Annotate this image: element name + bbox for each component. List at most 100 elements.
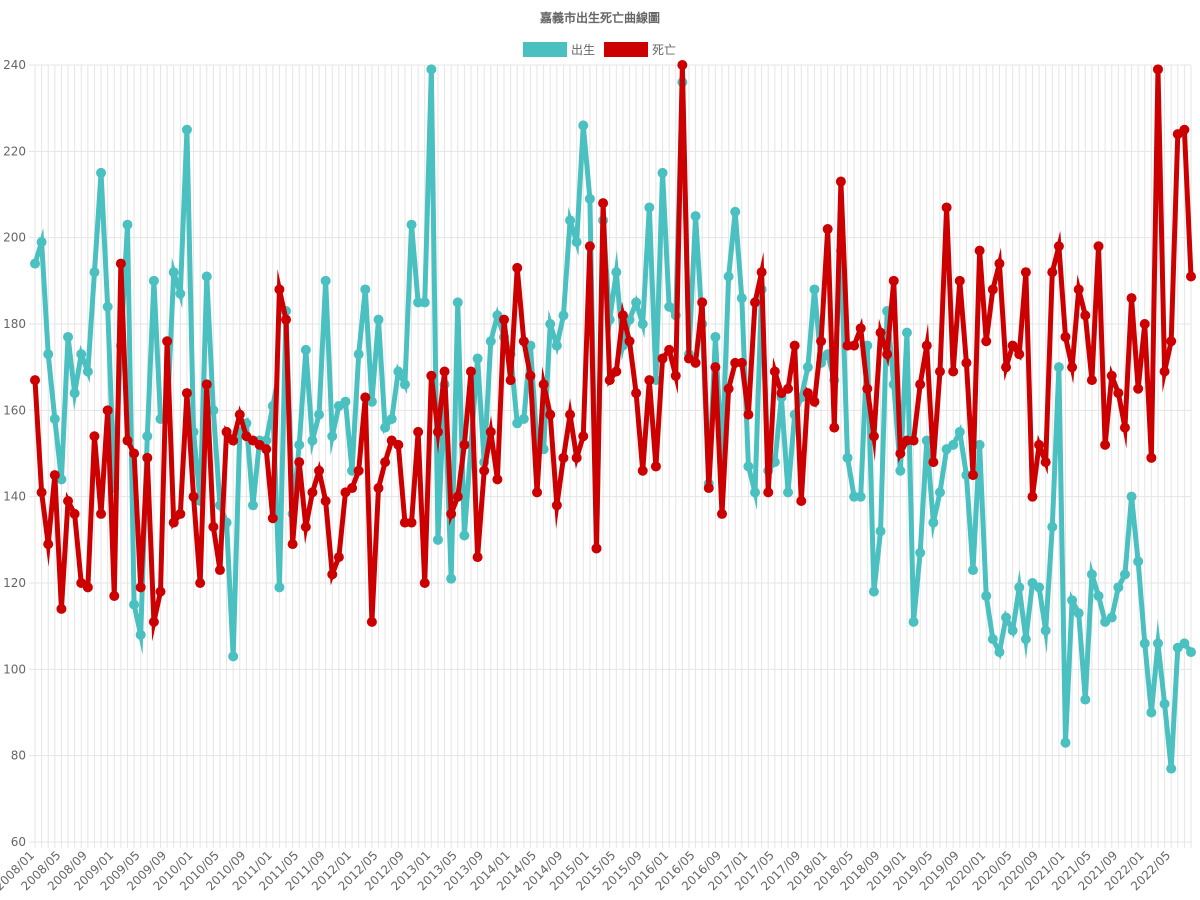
data-point[interactable] [571, 236, 582, 247]
data-point[interactable] [921, 435, 932, 446]
data-point[interactable] [802, 388, 813, 399]
data-point[interactable] [1047, 267, 1058, 278]
data-point[interactable] [1073, 284, 1084, 295]
data-point[interactable] [274, 284, 285, 295]
data-point[interactable] [168, 267, 179, 278]
data-point[interactable] [1034, 439, 1045, 450]
data-point[interactable] [981, 590, 992, 601]
data-point[interactable] [63, 331, 74, 342]
data-point[interactable] [340, 396, 351, 407]
data-point[interactable] [380, 422, 391, 433]
data-point[interactable] [1020, 634, 1031, 645]
data-point[interactable] [934, 366, 945, 377]
data-point[interactable] [968, 565, 979, 576]
data-point[interactable] [670, 370, 681, 381]
data-point[interactable] [1106, 370, 1117, 381]
data-point[interactable] [1113, 582, 1124, 593]
data-point[interactable] [419, 578, 430, 588]
data-point[interactable] [657, 353, 668, 364]
data-point[interactable] [208, 521, 219, 532]
data-point[interactable] [928, 457, 939, 468]
data-point[interactable] [353, 465, 364, 476]
data-point[interactable] [835, 176, 846, 187]
data-point[interactable] [148, 616, 159, 627]
data-point[interactable] [485, 336, 496, 347]
data-point[interactable] [300, 521, 311, 532]
data-point[interactable] [432, 426, 443, 437]
data-point[interactable] [353, 349, 364, 360]
data-point[interactable] [1186, 271, 1196, 282]
data-point[interactable] [1179, 124, 1190, 135]
data-point[interactable] [472, 353, 483, 364]
data-point[interactable] [723, 271, 734, 282]
data-point[interactable] [888, 275, 899, 286]
data-point[interactable] [267, 513, 278, 524]
data-point[interactable] [736, 357, 747, 368]
data-point[interactable] [432, 534, 443, 545]
legend-label-deaths[interactable]: 死亡 [652, 43, 676, 57]
data-point[interactable] [948, 366, 959, 377]
data-point[interactable] [1067, 595, 1078, 606]
data-point[interactable] [320, 495, 331, 506]
data-point[interactable] [934, 487, 945, 498]
data-point[interactable] [783, 487, 794, 498]
data-point[interactable] [716, 508, 727, 519]
data-point[interactable] [129, 599, 140, 610]
data-point[interactable] [796, 495, 807, 506]
data-point[interactable] [532, 487, 543, 498]
data-point[interactable] [644, 375, 655, 386]
data-point[interactable] [69, 508, 80, 519]
data-point[interactable] [459, 439, 470, 450]
data-point[interactable] [274, 582, 285, 593]
data-point[interactable] [459, 530, 470, 541]
data-point[interactable] [1119, 422, 1130, 433]
data-point[interactable] [829, 422, 840, 433]
data-point[interactable] [360, 284, 371, 295]
data-point[interactable] [347, 483, 358, 494]
data-point[interactable] [1100, 439, 1111, 450]
data-point[interactable] [247, 500, 258, 511]
data-point[interactable] [1093, 590, 1104, 601]
data-point[interactable] [446, 508, 457, 519]
data-point[interactable] [505, 375, 516, 386]
data-point[interactable] [1034, 582, 1045, 593]
data-point[interactable] [188, 491, 199, 502]
data-point[interactable] [314, 465, 325, 476]
data-point[interactable] [373, 314, 384, 325]
data-point[interactable] [584, 241, 595, 252]
data-point[interactable] [921, 340, 932, 351]
data-point[interactable] [1166, 336, 1177, 347]
data-point[interactable] [617, 310, 628, 321]
data-point[interactable] [901, 327, 912, 338]
data-point[interactable] [961, 357, 972, 368]
data-point[interactable] [769, 366, 780, 377]
data-point[interactable] [551, 340, 562, 351]
data-point[interactable] [360, 392, 371, 403]
data-point[interactable] [393, 366, 404, 377]
data-point[interactable] [96, 167, 107, 178]
data-point[interactable] [287, 539, 298, 550]
data-point[interactable] [1139, 638, 1150, 649]
data-point[interactable] [142, 452, 153, 463]
data-point[interactable] [208, 405, 219, 416]
data-point[interactable] [115, 258, 126, 269]
legend-swatch-births[interactable] [523, 42, 567, 57]
data-point[interactable] [763, 487, 774, 498]
data-point[interactable] [624, 336, 635, 347]
data-point[interactable] [1027, 491, 1038, 502]
data-point[interactable] [327, 431, 338, 442]
data-point[interactable] [941, 202, 952, 213]
data-point[interactable] [849, 340, 860, 351]
data-point[interactable] [968, 470, 979, 481]
data-point[interactable] [1159, 366, 1170, 377]
data-point[interactable] [1146, 452, 1157, 463]
data-point[interactable] [690, 357, 701, 368]
data-point[interactable] [1073, 608, 1084, 619]
data-point[interactable] [195, 578, 206, 588]
data-point[interactable] [723, 383, 734, 394]
data-point[interactable] [63, 495, 74, 506]
data-point[interactable] [954, 426, 965, 437]
data-point[interactable] [1060, 331, 1071, 342]
data-point[interactable] [994, 647, 1005, 658]
data-point[interactable] [492, 474, 503, 485]
